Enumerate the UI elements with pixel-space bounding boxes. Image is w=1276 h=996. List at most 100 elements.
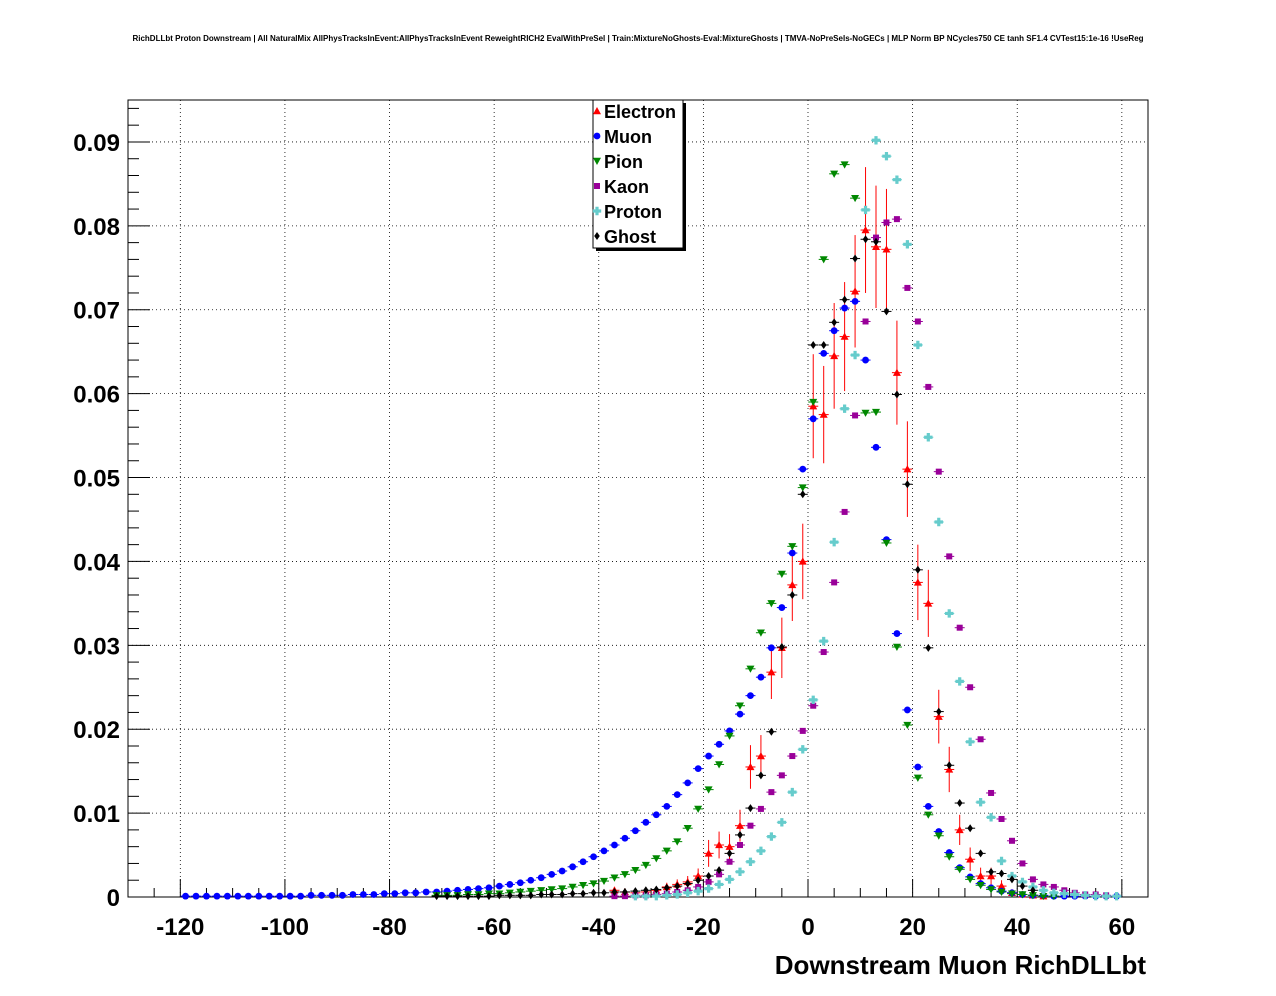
data-point — [694, 872, 703, 880]
data-point — [904, 284, 911, 291]
data-point — [339, 891, 346, 899]
x-tick-label: 20 — [899, 914, 926, 941]
data-point — [716, 866, 722, 875]
data-point — [652, 855, 661, 863]
data-point — [810, 340, 817, 349]
data-point — [737, 841, 743, 848]
data-point — [871, 136, 881, 145]
data-point — [538, 890, 545, 899]
data-point — [778, 772, 785, 779]
data-point — [641, 891, 651, 901]
data-point — [558, 867, 566, 875]
legend-label-electron: Electron — [604, 102, 676, 122]
data-point — [946, 761, 953, 770]
data-point — [934, 832, 943, 840]
data-point — [726, 727, 733, 735]
data-point — [1009, 837, 1015, 844]
x-tick-label: 0 — [801, 914, 814, 941]
data-point — [433, 892, 440, 901]
data-point — [1101, 891, 1111, 901]
data-point — [810, 702, 817, 709]
data-point — [997, 888, 1006, 896]
data-point — [1018, 877, 1027, 887]
data-point — [903, 240, 912, 249]
data-point — [286, 892, 294, 900]
data-point — [507, 891, 513, 900]
data-point — [662, 891, 671, 900]
data-point — [913, 774, 922, 782]
data-point — [872, 443, 880, 451]
data-point — [945, 609, 954, 618]
data-point — [798, 484, 807, 492]
data-point — [631, 827, 639, 835]
data-point — [934, 517, 943, 527]
data-point — [756, 752, 765, 760]
data-point — [705, 878, 712, 885]
data-point — [318, 891, 325, 899]
data-point — [736, 821, 744, 829]
data-point — [924, 433, 933, 442]
legend-marker-electron — [593, 107, 601, 115]
data-point — [715, 740, 723, 748]
data-point — [966, 876, 975, 884]
data-point — [1049, 888, 1059, 898]
data-point — [841, 295, 848, 304]
x-tick-label: -120 — [156, 914, 204, 941]
data-point — [840, 332, 849, 340]
data-point — [641, 861, 650, 870]
x-axis-label: Downstream Muon RichDLLbt — [775, 950, 1147, 980]
data-point — [894, 390, 900, 399]
data-point — [1018, 891, 1027, 899]
data-point — [265, 892, 273, 900]
data-point — [831, 579, 838, 586]
data-point — [683, 825, 692, 833]
data-point — [788, 787, 797, 797]
data-point — [747, 822, 754, 829]
legend: Electron Muon Pion Kaon Proton Ghost — [592, 99, 686, 251]
data-point — [861, 226, 870, 234]
data-point — [516, 879, 524, 887]
data-point — [831, 318, 837, 327]
data-point — [486, 892, 492, 901]
data-point — [548, 870, 556, 878]
data-point — [620, 871, 629, 879]
data-point — [465, 892, 471, 901]
data-point — [873, 234, 879, 241]
data-point — [997, 856, 1006, 866]
legend-label-kaon: Kaon — [604, 177, 649, 197]
data-point — [1030, 886, 1036, 895]
data-point — [767, 644, 775, 652]
data-point — [705, 872, 712, 881]
data-point — [767, 600, 776, 608]
data-point — [798, 557, 807, 565]
data-point — [840, 161, 849, 169]
data-point — [601, 888, 607, 897]
data-point — [819, 256, 828, 264]
data-point — [830, 170, 839, 178]
data-point — [653, 885, 660, 894]
data-point — [590, 853, 597, 861]
data-point — [736, 702, 744, 710]
x-tick-label: -100 — [261, 914, 309, 941]
data-point — [841, 304, 849, 312]
data-point — [276, 892, 284, 900]
data-point — [1070, 890, 1079, 899]
legend-marker-kaon — [594, 183, 600, 189]
data-point — [1039, 892, 1048, 901]
data-point — [945, 853, 954, 861]
data-point — [873, 237, 879, 246]
data-point — [694, 765, 702, 773]
data-point — [496, 891, 503, 900]
data-point — [988, 789, 995, 796]
data-point — [976, 872, 985, 880]
series-ghost — [431, 235, 1038, 901]
data-point — [349, 891, 357, 898]
chart-title: RichDLLbt Proton Downstream | All Natura… — [132, 34, 1144, 43]
data-point — [779, 642, 785, 651]
data-point — [223, 892, 231, 900]
data-point — [997, 882, 1006, 890]
data-point — [883, 219, 890, 226]
data-point — [788, 580, 797, 589]
data-point — [548, 890, 555, 899]
